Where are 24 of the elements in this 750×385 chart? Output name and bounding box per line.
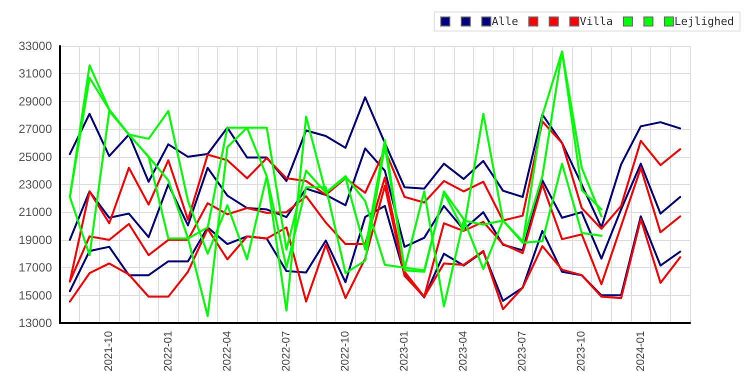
- x-tick-label: 2022-04: [221, 331, 234, 372]
- y-tick-label: 33000: [18, 39, 52, 53]
- y-tick-label: 27000: [18, 122, 52, 136]
- y-tick-label: 19000: [18, 232, 52, 247]
- y-tick-label: 31000: [18, 66, 52, 81]
- x-tick-label: 2023-07: [516, 331, 529, 372]
- x-tick-label: 2023-01: [398, 331, 411, 372]
- x-tick-label: 2022-01: [162, 331, 174, 372]
- y-tick-label: 21000: [18, 205, 52, 220]
- x-tick-label: 2022-10: [339, 331, 352, 372]
- x-tick-label: 2022-07: [280, 331, 292, 372]
- y-tick-label: 17000: [18, 260, 52, 275]
- legend-label: Alle: [492, 15, 518, 28]
- legend-label: Villa: [580, 15, 613, 28]
- x-tick-label: 2023-04: [458, 331, 470, 372]
- y-tick-label: 23000: [18, 178, 52, 192]
- x-tick-label: 2024-01: [634, 331, 647, 372]
- legend-label: Lejlighed: [674, 15, 734, 28]
- y-tick-label: 13000: [18, 316, 52, 330]
- y-tick-label: 29000: [18, 94, 52, 108]
- y-tick-label: 25000: [18, 150, 52, 164]
- y-tick-label: 15000: [18, 288, 52, 302]
- x-tick-label: 2021-10: [103, 331, 116, 372]
- x-tick-label: 2023-10: [576, 331, 588, 372]
